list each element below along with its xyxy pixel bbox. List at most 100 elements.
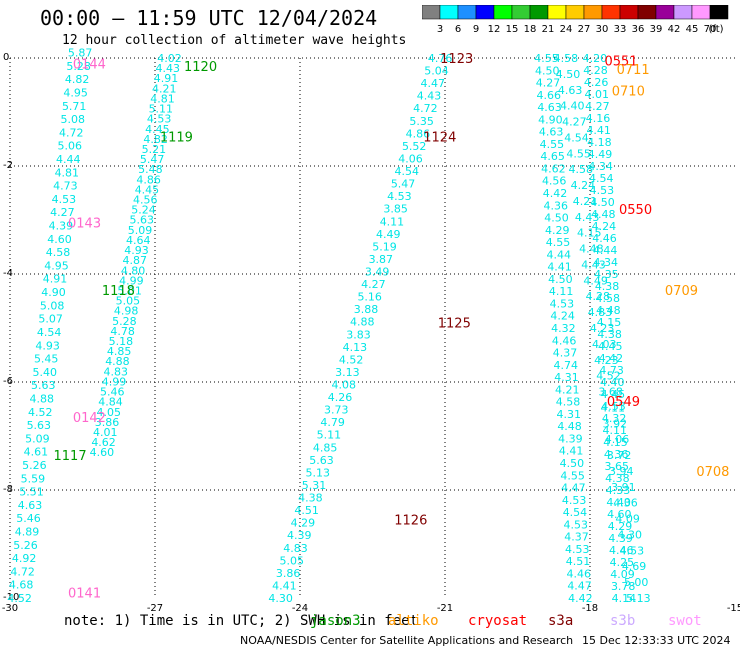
wave-height-value: 4.83 bbox=[103, 365, 128, 378]
wave-height-value: 4.82 bbox=[65, 73, 90, 86]
wave-height-value: 4.23 bbox=[594, 354, 619, 367]
wave-height-value: 4.81 bbox=[55, 166, 80, 179]
wave-height-value: 4.99 bbox=[119, 274, 144, 287]
wave-height-value: 5.06 bbox=[58, 140, 83, 153]
wave-height-value: 4.28 bbox=[583, 64, 608, 77]
wave-height-value: 4.53 bbox=[620, 544, 645, 557]
wave-height-value: 4.89 bbox=[15, 525, 40, 538]
wave-height-value: 4.48 bbox=[591, 208, 616, 221]
wave-height-value: 4.43 bbox=[575, 211, 600, 224]
wave-height-value: 4.53 bbox=[590, 184, 615, 197]
wave-height-value: 4.21 bbox=[152, 82, 177, 95]
wave-height-value: 4.21 bbox=[573, 195, 598, 208]
track-label: 1125 bbox=[438, 317, 471, 332]
wave-height-value: 5.71 bbox=[62, 100, 87, 113]
wave-height-value: 4.91 bbox=[154, 72, 179, 85]
wave-height-value: 4.14 bbox=[612, 592, 637, 605]
wave-height-value: 4.11 bbox=[549, 285, 574, 298]
colorbar-label: 24 bbox=[560, 24, 573, 35]
colorbar-label: 39 bbox=[650, 24, 663, 35]
wave-height-value: 4.53 bbox=[387, 190, 412, 203]
track-label: 0709 bbox=[665, 284, 698, 299]
wave-height-value: 4.34 bbox=[588, 160, 613, 173]
wave-height-value: 5.05 bbox=[280, 554, 305, 567]
wave-height-value: 4.53 bbox=[562, 494, 587, 507]
wave-height-value: 4.34 bbox=[594, 256, 619, 269]
y-tick-label: 0 bbox=[3, 52, 9, 63]
wave-height-value: 4.86 bbox=[136, 173, 161, 186]
colorbar-label: 36 bbox=[632, 24, 645, 35]
wave-height-value: 5.47 bbox=[140, 153, 165, 166]
wave-height-value: 4.91 bbox=[43, 273, 68, 286]
wave-height-value: 4.55 bbox=[540, 138, 565, 151]
wave-height-value: 4.15 bbox=[597, 316, 622, 329]
track-label: 0711 bbox=[617, 63, 650, 78]
track-label: 1123 bbox=[440, 52, 473, 67]
wave-height-value: 4.95 bbox=[44, 259, 69, 272]
wave-height-value: 4.27 bbox=[536, 77, 561, 90]
colorbar-label: 27 bbox=[578, 24, 591, 35]
wave-height-value: 4.29 bbox=[545, 224, 570, 237]
wave-height-value: 4.63 bbox=[537, 101, 562, 114]
wave-height-value: 4.52 bbox=[7, 592, 32, 605]
wave-height-value: 4.27 bbox=[50, 206, 75, 219]
wave-height-value: 4.98 bbox=[114, 305, 139, 318]
wave-height-value: 4.40 bbox=[600, 376, 625, 389]
wave-height-value: 4.48 bbox=[596, 304, 621, 317]
wave-height-value: 4.39 bbox=[49, 220, 74, 233]
wave-height-value: 4.27 bbox=[361, 278, 386, 291]
colorbar-label: 6 bbox=[455, 24, 461, 35]
wave-height-value: 3.68 bbox=[598, 386, 623, 399]
wave-height-value: 4.72 bbox=[10, 565, 35, 578]
wave-height-value: 5.18 bbox=[109, 335, 134, 348]
wave-height-value: 4.45 bbox=[145, 123, 170, 136]
wave-height-value: 3.85 bbox=[383, 203, 408, 216]
wave-height-value: 4.36 bbox=[613, 497, 638, 510]
wave-height-value: 4.50 bbox=[548, 273, 573, 286]
y-tick-label: -8 bbox=[3, 484, 13, 495]
wave-height-value: 4.39 bbox=[558, 432, 583, 445]
wave-height-value: 5.08 bbox=[40, 299, 65, 312]
wave-height-value: 4.95 bbox=[63, 87, 88, 100]
wave-height-value: 4.38 bbox=[298, 492, 323, 505]
wave-height-value: 4.53 bbox=[563, 518, 588, 531]
x-tick-label: -27 bbox=[147, 603, 163, 614]
wave-height-value: 5.35 bbox=[409, 115, 434, 128]
wave-height-value: 4.24 bbox=[571, 179, 596, 192]
wave-height-value: 4.28 bbox=[586, 290, 611, 303]
wave-height-value: 4.46 bbox=[592, 232, 617, 245]
wave-height-value: 4.26 bbox=[328, 391, 353, 404]
wave-height-value: 4.44 bbox=[56, 153, 81, 166]
mission-cryosat: cryosat bbox=[468, 613, 528, 629]
wave-height-value: 4.48 bbox=[579, 243, 604, 256]
wave-height-value: 5.52 bbox=[402, 140, 427, 153]
wave-height-value: 4.44 bbox=[547, 248, 572, 261]
wave-height-value: 4.56 bbox=[542, 175, 567, 188]
wave-height-value: 5.01 bbox=[117, 284, 142, 297]
wave-height-value: 4.81 bbox=[150, 92, 175, 105]
wave-height-value: 4.06 bbox=[398, 152, 423, 165]
colorbar-label: 45 bbox=[686, 24, 699, 35]
wave-height-value: 4.72 bbox=[413, 102, 438, 115]
wave-height-value: 3.88 bbox=[354, 303, 379, 316]
wave-height-value: 4.42 bbox=[568, 592, 593, 605]
wave-height-value: 5.08 bbox=[60, 113, 85, 126]
wave-height-value: 4.13 bbox=[343, 341, 368, 354]
wave-height-value: 4.53 bbox=[550, 297, 575, 310]
wave-height-value: 4.11 bbox=[380, 215, 405, 228]
wave-height-value: 4.66 bbox=[537, 89, 562, 102]
wave-height-value: 4.08 bbox=[331, 379, 356, 392]
wave-height-value: 4.85 bbox=[107, 345, 132, 358]
wave-height-value: 4.64 bbox=[126, 234, 151, 247]
wave-height-value: 4.73 bbox=[53, 180, 78, 193]
wave-height-value: 4.84 bbox=[98, 396, 123, 409]
wave-height-value: 5.59 bbox=[21, 472, 46, 485]
wave-height-value: 3.91 bbox=[611, 481, 636, 494]
wave-height-value: 4.33 bbox=[606, 484, 631, 497]
wave-height-value: 5.63 bbox=[27, 419, 52, 432]
y-tick-label: -4 bbox=[3, 268, 13, 279]
wave-height-value: 4.79 bbox=[320, 416, 345, 429]
wave-height-value: 4.62 bbox=[541, 162, 566, 175]
wave-height-value: 4.35 bbox=[594, 268, 619, 281]
colorbar-label: 18 bbox=[524, 24, 537, 35]
